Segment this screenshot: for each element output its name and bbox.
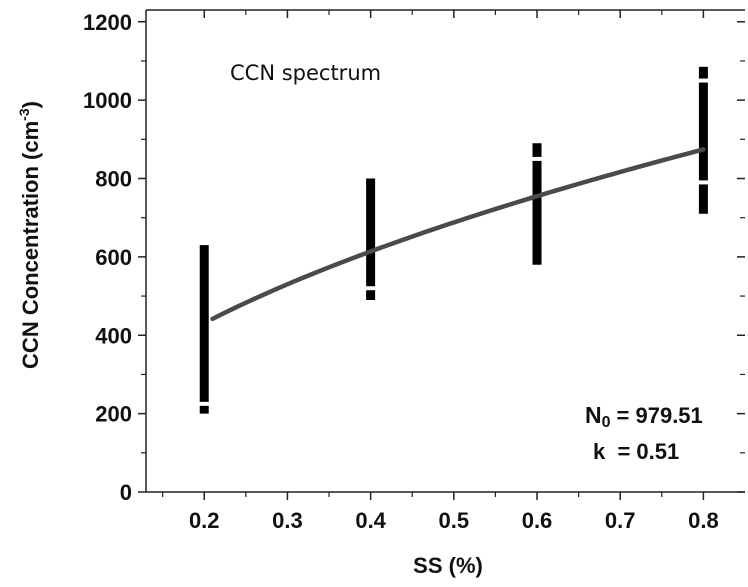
x-tick-label: 0.7 <box>605 508 636 533</box>
x-axis-title: SS (%) <box>413 553 483 578</box>
observation-gap <box>365 286 376 291</box>
x-tick-label: 0.6 <box>522 508 553 533</box>
x-tick-label: 0.5 <box>439 508 470 533</box>
observation-bars <box>199 66 709 414</box>
x-tick-label: 0.2 <box>189 508 220 533</box>
observation-gap <box>199 401 210 406</box>
observation-bar-3 <box>532 143 542 265</box>
y-tick-label: 800 <box>95 167 132 192</box>
n0-value: = 979.51 <box>617 403 703 428</box>
y-tick-label: 0 <box>120 480 132 505</box>
y-tick-label: 1200 <box>83 10 132 35</box>
fit-curve-group <box>210 147 706 322</box>
x-tick-label: 0.3 <box>272 508 303 533</box>
observation-gap <box>698 180 709 185</box>
power-law-fit-line <box>210 147 706 322</box>
k-annotation: k = 0.51 <box>593 439 679 464</box>
y-axis-title: CCN Concentration (cm-3) <box>16 101 43 369</box>
y-tick-label: 600 <box>95 245 132 270</box>
y-tick-label: 1000 <box>83 88 132 113</box>
x-axis: 0.2 0.3 0.4 0.5 0.6 0.7 0.8 <box>162 10 719 533</box>
observation-gap <box>698 78 709 83</box>
observation-gap <box>532 156 543 161</box>
observation-bar-2 <box>366 178 376 300</box>
observation-bar-1 <box>199 245 209 414</box>
observation-bar-4 <box>698 66 708 214</box>
n0-symbol: N <box>585 402 602 428</box>
y-axis: 0 200 400 600 800 1000 1200 <box>83 10 745 505</box>
chart-title: CCN spectrum <box>230 61 381 85</box>
x-tick-label: 0.4 <box>355 508 386 533</box>
x-tick-label: 0.8 <box>688 508 719 533</box>
y-tick-label: 200 <box>95 402 132 427</box>
n0-subscript: 0 <box>602 414 611 431</box>
y-axis-title-base: CCN Concentration (cm <box>18 121 43 369</box>
y-axis-title-superscript: -3 <box>16 108 32 121</box>
y-tick-label: 400 <box>95 323 132 348</box>
y-axis-title-close: ) <box>18 101 43 108</box>
n0-annotation: N0 = 979.51 <box>585 402 703 431</box>
